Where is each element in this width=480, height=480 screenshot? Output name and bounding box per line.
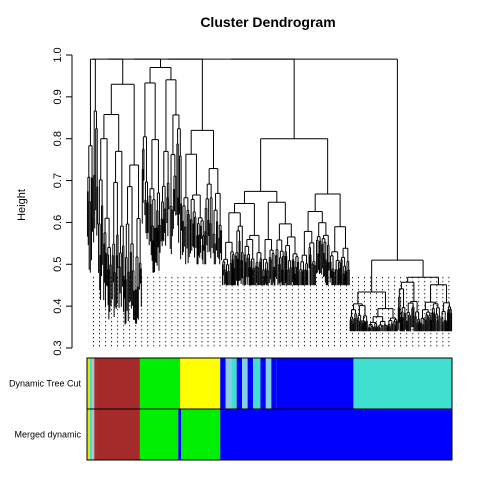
color-segment <box>265 358 272 409</box>
color-segment <box>178 409 182 460</box>
dendrogram-tree <box>86 58 453 332</box>
y-tick-label: 0.3 <box>52 340 64 355</box>
color-segment <box>271 358 277 409</box>
color-segment <box>242 358 248 409</box>
color-segment <box>94 409 98 460</box>
color-row-label: Dynamic Tree Cut <box>9 379 82 389</box>
color-row: Merged dynamic <box>14 408 453 461</box>
y-tick-label: 0.5 <box>52 257 64 272</box>
y-axis-label: Height <box>16 189 28 221</box>
color-segment <box>220 409 452 460</box>
y-tick-label: 0.6 <box>52 215 64 230</box>
color-segment <box>92 409 95 460</box>
color-segment <box>89 409 93 460</box>
color-segment <box>92 358 95 409</box>
color-row-border <box>86 408 453 461</box>
y-tick-label: 0.8 <box>52 131 64 146</box>
color-segment <box>139 409 179 460</box>
color-segment <box>353 358 452 409</box>
color-segment <box>225 358 232 409</box>
color-segment <box>231 358 237 409</box>
color-segment <box>181 409 221 460</box>
color-segment <box>220 358 226 409</box>
color-segment <box>139 358 181 409</box>
color-segment <box>260 358 266 409</box>
module-color-rows: Dynamic Tree Cut Merged dynamic <box>9 357 453 461</box>
color-segment <box>87 358 90 409</box>
color-segment <box>94 358 98 409</box>
chart-title: Cluster Dendrogram <box>200 14 335 30</box>
y-tick-label: 0.4 <box>52 298 64 313</box>
color-segment <box>87 409 90 460</box>
color-segment <box>253 358 261 409</box>
y-tick-label: 0.7 <box>52 173 64 188</box>
y-tick-label: 1.0 <box>52 47 64 62</box>
color-segment <box>89 358 93 409</box>
color-segment <box>180 358 221 409</box>
color-row-label: Merged dynamic <box>14 430 81 440</box>
color-segment <box>236 358 243 409</box>
leaf-guide-lines <box>93 276 450 348</box>
color-segment <box>276 358 354 409</box>
y-axis: 0.3 0.4 0.5 0.6 0.7 0.8 0.9 1.0 <box>52 47 73 356</box>
color-segment <box>247 358 254 409</box>
color-row: Dynamic Tree Cut <box>9 357 453 410</box>
y-tick-label: 0.9 <box>52 89 64 104</box>
color-segment <box>97 358 140 409</box>
color-segment <box>97 409 140 460</box>
